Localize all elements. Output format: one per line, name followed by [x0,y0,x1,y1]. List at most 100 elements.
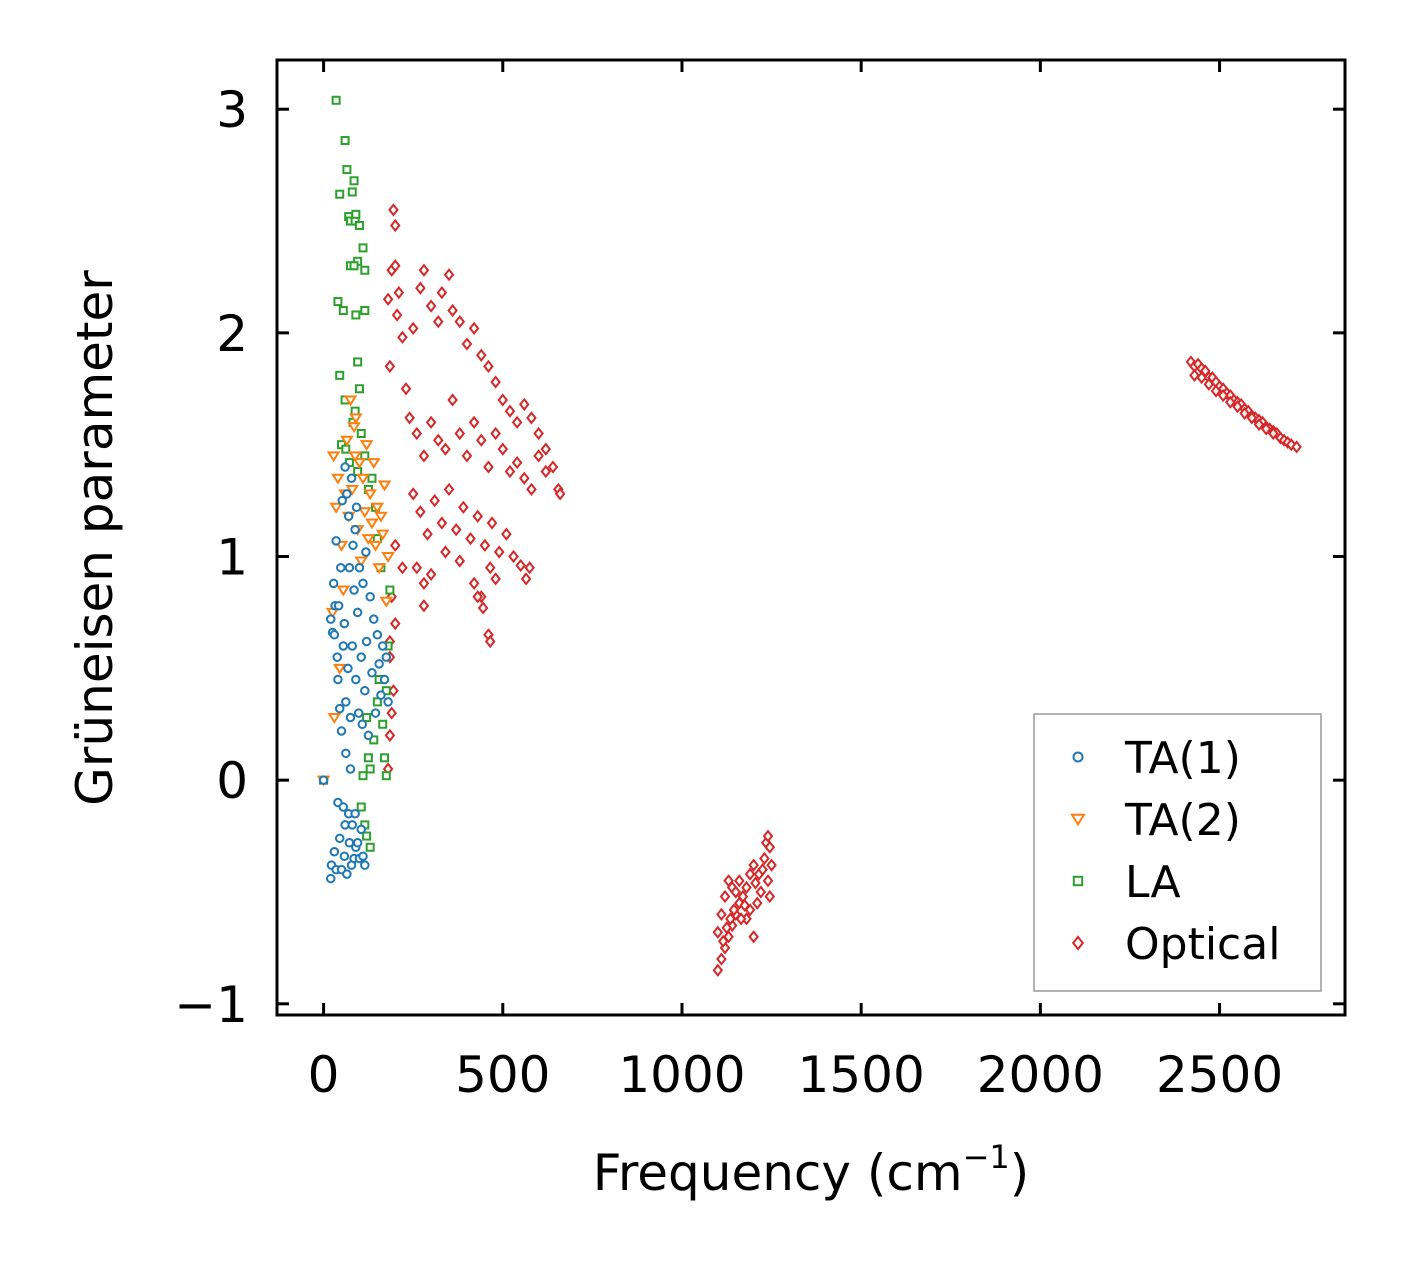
data-point [368,540,383,552]
legend-entry: LA [1072,857,1181,908]
data-point [483,460,494,474]
data-point [327,713,342,724]
data-point [347,641,358,651]
data-point [340,462,350,472]
data-point [356,429,366,439]
x-tick-label: 1000 [618,1046,745,1104]
data-point [342,165,352,175]
data-point [725,912,736,926]
data-point [332,663,347,675]
data-point [759,851,770,866]
data-point [369,614,379,624]
data-point [397,561,408,575]
data-point [486,516,498,530]
data-point [389,259,401,273]
data-point [468,415,480,429]
data-point [1232,400,1243,414]
data-point [719,889,731,904]
data-point [332,652,342,662]
data-point [511,415,523,429]
data-point [468,576,480,590]
legend-entry: TA(2) [1070,795,1241,846]
data-point [468,321,480,335]
data-point [326,451,341,463]
data-point [329,630,340,640]
data-point [425,415,437,429]
data-point [360,860,370,870]
data-point [493,545,505,559]
data-point [391,308,403,322]
data-point [757,863,768,877]
data-point [540,464,552,479]
legend-label: Optical [1125,919,1280,970]
data-point [331,95,341,105]
data-point [454,554,466,568]
data-point [393,285,405,300]
data-point [336,726,347,736]
data-point [476,433,487,447]
data-point [425,299,437,313]
data-point [328,578,339,589]
data-point [540,442,552,456]
data-point [338,641,349,651]
data-point [533,426,544,441]
data-point [380,753,390,763]
data-point [547,460,559,474]
y-axis-title: Grüneisen parameter [66,270,124,806]
data-point [461,449,473,463]
data-point [411,426,423,441]
data-point [361,534,376,546]
data-point [345,712,356,723]
data-point [447,303,458,318]
data-point [362,713,372,723]
data-point [712,963,724,977]
data-point [361,547,371,557]
data-point [422,527,433,541]
data-point [336,562,346,573]
data-point [370,502,385,514]
data-point [347,422,361,434]
data-point [347,187,357,197]
data-point [429,493,440,508]
x-tick-label: 500 [455,1046,550,1104]
data-point [357,719,368,730]
data-point [766,858,777,872]
data-point [341,444,351,454]
data-point [490,572,501,586]
data-point [741,880,752,895]
data-point [356,802,366,812]
data-point [735,912,747,926]
data-point [377,641,388,651]
data-point [526,482,537,497]
data-point [515,558,526,573]
data-point [511,455,523,470]
data-point [477,601,489,615]
data-point [447,393,458,407]
data-point [326,614,336,624]
data-point [329,502,343,514]
data-point [365,842,375,852]
x-tick-label: 2500 [1156,1046,1283,1104]
data-point [354,221,364,231]
data-point [501,527,512,541]
series-ta-1- [318,462,393,884]
data-point [343,395,358,407]
data-point [440,545,451,559]
data-point [352,607,363,618]
data-point [762,829,774,843]
data-point [353,708,364,718]
data-point [461,337,473,351]
data-point [374,511,388,523]
data-point [336,585,351,597]
data-point [335,189,345,199]
data-point [476,348,487,362]
data-point [379,596,394,608]
data-point [1291,440,1302,454]
data-point [1189,368,1200,382]
legend-marker [1072,875,1084,887]
data-point [382,292,394,306]
data-point [443,268,455,282]
data-point [369,735,379,745]
data-point [360,265,370,275]
